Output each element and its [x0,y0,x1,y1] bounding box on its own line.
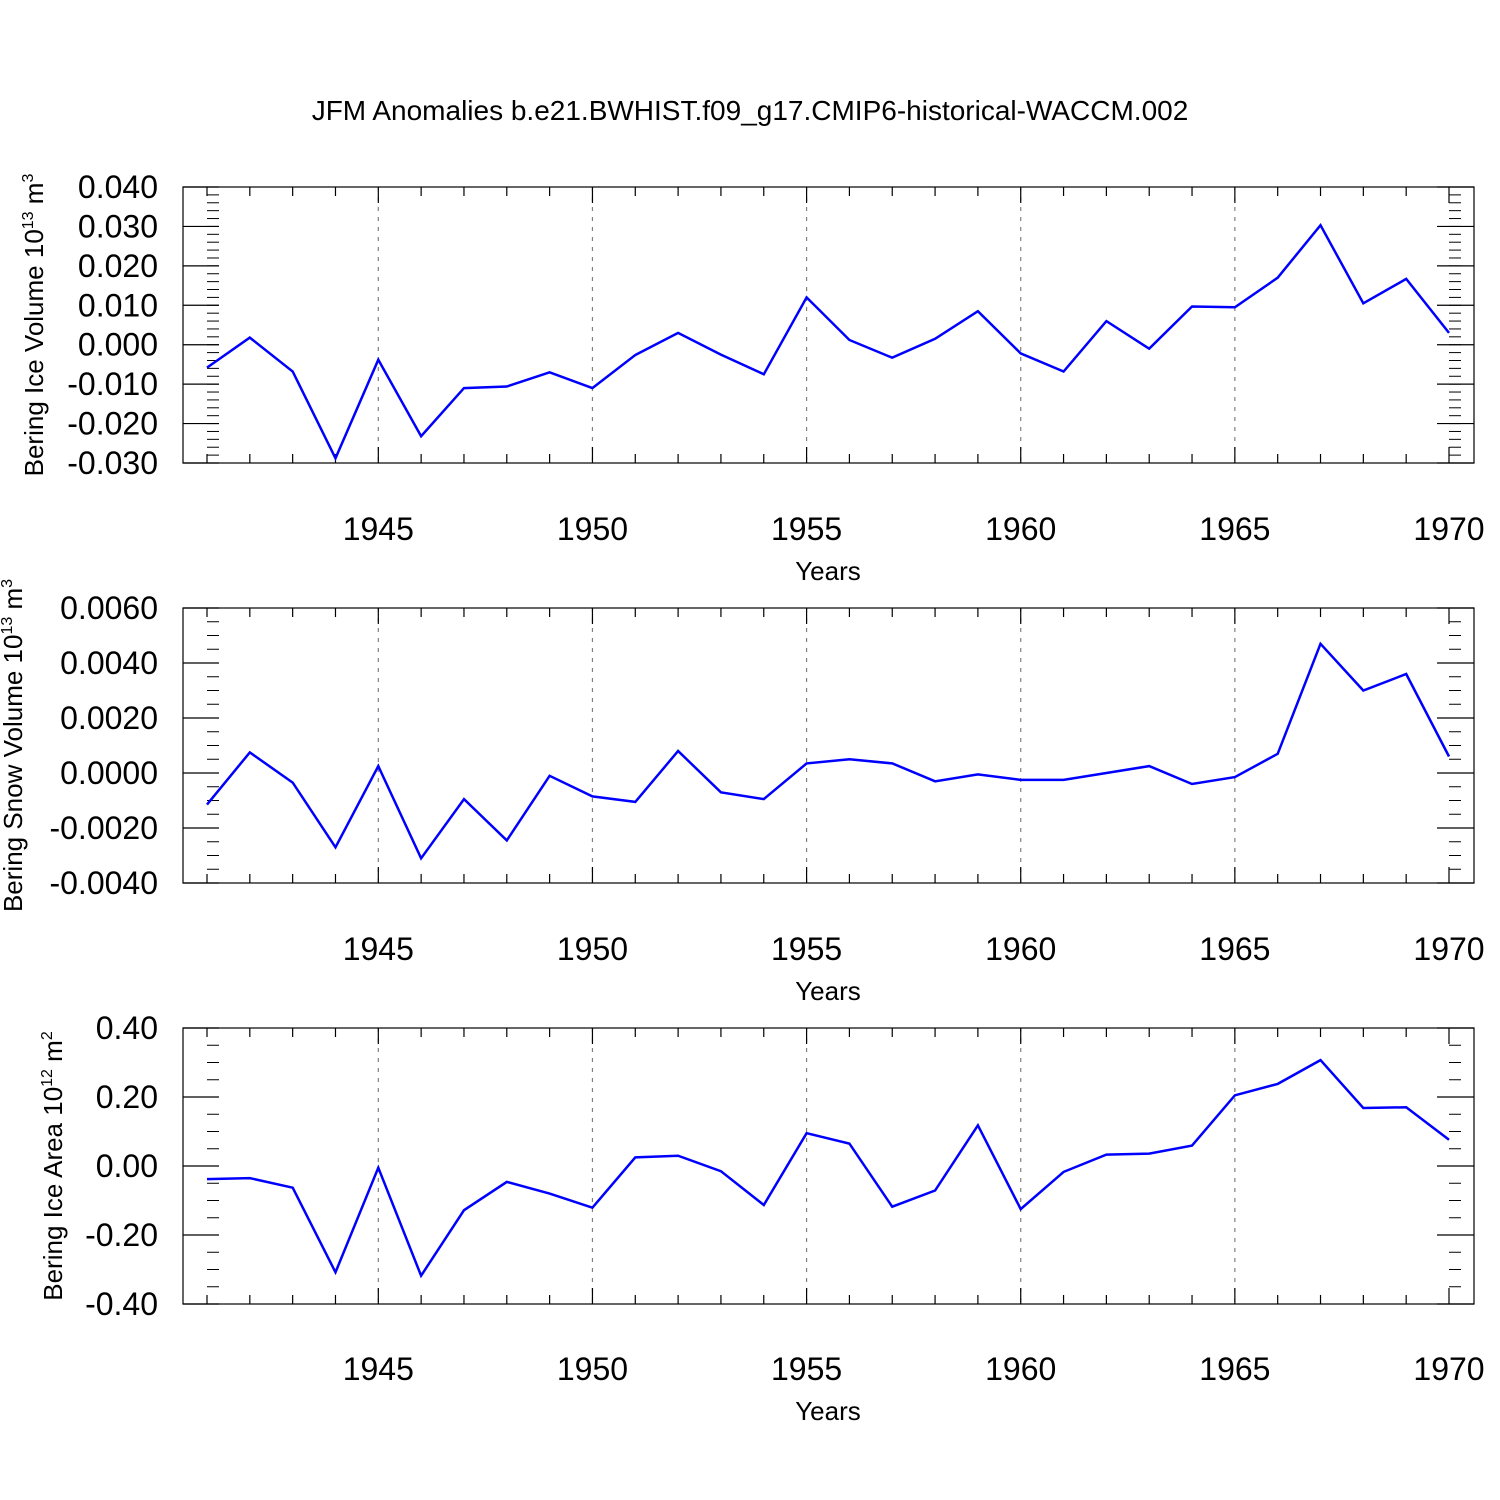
x-tick-label: 1965 [1199,511,1270,547]
y-tick-label: -0.010 [67,366,158,402]
y-tick-label: 0.030 [78,208,158,244]
x-tick-label: 1970 [1413,511,1484,547]
x-tick-label: 1960 [985,931,1056,967]
y-tick-label: 0.0060 [60,590,158,626]
y-tick-label: -0.20 [85,1217,158,1253]
y-tick-label: -0.40 [85,1286,158,1322]
y-tick-label: 0.0000 [60,755,158,791]
y-tick-label: 0.00 [96,1148,158,1184]
x-axis-title: Years [795,976,861,1006]
y-tick-label: 0.0040 [60,645,158,681]
x-tick-label: 1945 [343,931,414,967]
x-tick-label: 1950 [557,1351,628,1387]
x-tick-label: 1965 [1199,1351,1270,1387]
x-tick-label: 1955 [771,931,842,967]
chart-panel-2: -0.0040 -0.0020 0.0000 0.0020 0.0040 0.0060 19… [0,579,1485,1006]
x-axis-title: Years [795,1396,861,1426]
y-tick-label: 0.40 [96,1010,158,1046]
x-tick-label: 1970 [1413,1351,1484,1387]
x-tick-label: 1950 [557,931,628,967]
y-tick-label: 0.020 [78,248,158,284]
y-tick-label: -0.0020 [49,810,158,846]
y-tick-label: 0.040 [78,169,158,205]
x-tick-label: 1950 [557,511,628,547]
page-title: JFM Anomalies b.e21.BWHIST.f09_g17.CMIP6… [311,95,1189,126]
series-line [206,641,1451,861]
x-axis-title: Years [795,556,861,586]
x-tick-label: 1960 [985,511,1056,547]
y-tick-label: 0.20 [96,1079,158,1115]
x-tick-label: 1960 [985,1351,1056,1387]
y-tick-label: 0.010 [78,287,158,323]
y-axis-title: Bering Ice Area 1012 m2 [38,1031,68,1301]
y-tick-label: 0.0020 [60,700,158,736]
plot-frame [182,186,1475,464]
x-tick-label: 1955 [771,511,842,547]
y-axis-title: Bering Ice Volume 1013 m3 [19,174,49,477]
y-tick-label: -0.030 [67,445,158,481]
x-tick-label: 1965 [1199,931,1270,967]
series-line [206,1058,1450,1279]
chart-panel-3: -0.40 -0.20 0.00 0.20 0.40 1945 1950 1955 1960 19… [38,1010,1485,1426]
y-tick-label: 0.000 [78,327,158,363]
series-line [206,222,1450,462]
plot-frame [182,607,1475,884]
y-tick-label: -0.0040 [49,865,158,901]
plot-frame [182,1027,1475,1305]
x-tick-label: 1945 [343,1351,414,1387]
x-tick-label: 1970 [1413,931,1484,967]
x-tick-label: 1955 [771,1351,842,1387]
x-tick-label: 1945 [343,511,414,547]
y-axis-title: Bering Snow Volume 1013 m3 [0,579,28,912]
y-tick-label: -0.020 [67,406,158,442]
